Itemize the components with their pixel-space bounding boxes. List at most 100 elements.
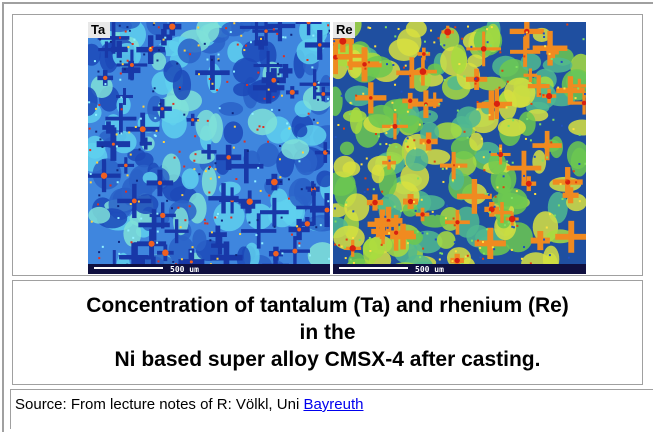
texture — [483, 169, 486, 172]
texture — [218, 176, 221, 179]
texture — [117, 217, 120, 220]
texture — [104, 41, 109, 58]
texture — [365, 157, 368, 160]
texture — [584, 92, 586, 95]
texture — [516, 224, 519, 227]
texture — [441, 252, 444, 255]
texture — [502, 186, 505, 189]
texture — [197, 26, 200, 29]
texture — [506, 80, 509, 83]
texture — [246, 198, 253, 205]
texture — [162, 38, 165, 41]
texture — [90, 220, 93, 223]
texture — [541, 159, 544, 162]
texture — [267, 88, 270, 91]
texture — [144, 137, 148, 150]
texture — [280, 216, 283, 219]
texture — [342, 127, 345, 130]
texture — [406, 242, 409, 245]
texture — [127, 229, 130, 232]
texture — [402, 202, 418, 217]
texture — [512, 226, 515, 229]
texture — [279, 176, 282, 179]
texture — [296, 225, 299, 228]
texture — [89, 172, 92, 175]
texture — [277, 22, 283, 42]
texture — [333, 155, 356, 178]
texture — [99, 38, 102, 41]
texture — [106, 121, 111, 134]
texture — [422, 247, 425, 250]
texture — [428, 113, 431, 116]
texture — [258, 36, 264, 50]
texture — [476, 239, 479, 242]
texture — [273, 252, 278, 274]
texture — [448, 168, 465, 191]
texture — [528, 68, 532, 83]
texture — [422, 52, 426, 56]
texture — [542, 32, 545, 35]
texture — [316, 170, 330, 188]
texture — [160, 107, 164, 111]
texture — [95, 130, 98, 133]
texture — [368, 104, 395, 129]
texture — [572, 101, 586, 105]
texture — [243, 140, 246, 143]
texture — [288, 127, 291, 130]
texture — [455, 220, 460, 225]
texture — [467, 25, 470, 28]
texture — [124, 163, 128, 168]
texture — [98, 194, 101, 197]
texture — [506, 160, 509, 163]
texture — [394, 230, 399, 235]
texture — [181, 168, 199, 190]
texture — [340, 94, 343, 97]
texture — [545, 226, 548, 229]
texture — [117, 240, 120, 243]
texture — [553, 214, 556, 217]
texture — [328, 257, 330, 260]
texture — [524, 33, 527, 36]
texture — [209, 177, 212, 180]
texture — [395, 145, 398, 148]
texture — [425, 59, 428, 62]
texture — [369, 249, 372, 252]
texture — [391, 101, 394, 104]
texture — [493, 100, 501, 107]
texture — [178, 88, 181, 91]
texture — [260, 37, 263, 40]
texture — [548, 254, 551, 257]
source-link[interactable]: Bayreuth — [303, 396, 364, 413]
texture — [384, 215, 387, 218]
texture — [177, 206, 180, 209]
texture — [567, 187, 574, 204]
texture — [421, 232, 424, 235]
texture — [523, 174, 526, 177]
texture — [221, 22, 246, 37]
texture — [153, 87, 156, 90]
texture — [148, 240, 155, 247]
texture — [123, 68, 126, 71]
texture — [271, 178, 278, 186]
panel-label: Ta — [91, 22, 106, 37]
caption-line: Concentration of tantalum (Ta) and rheni… — [86, 294, 569, 317]
texture — [272, 197, 277, 227]
texture — [196, 22, 220, 43]
texture — [112, 250, 116, 274]
texture — [490, 26, 493, 29]
texture — [255, 234, 258, 237]
texture — [277, 80, 280, 83]
texture — [214, 168, 217, 171]
texture — [307, 242, 330, 270]
texture — [445, 204, 448, 207]
texture — [327, 24, 330, 27]
texture — [563, 87, 566, 90]
texture — [434, 122, 462, 140]
texture — [183, 113, 186, 116]
texture — [470, 239, 473, 242]
texture — [321, 92, 326, 96]
texture — [387, 155, 391, 170]
texture — [388, 159, 391, 162]
texture — [254, 22, 259, 45]
